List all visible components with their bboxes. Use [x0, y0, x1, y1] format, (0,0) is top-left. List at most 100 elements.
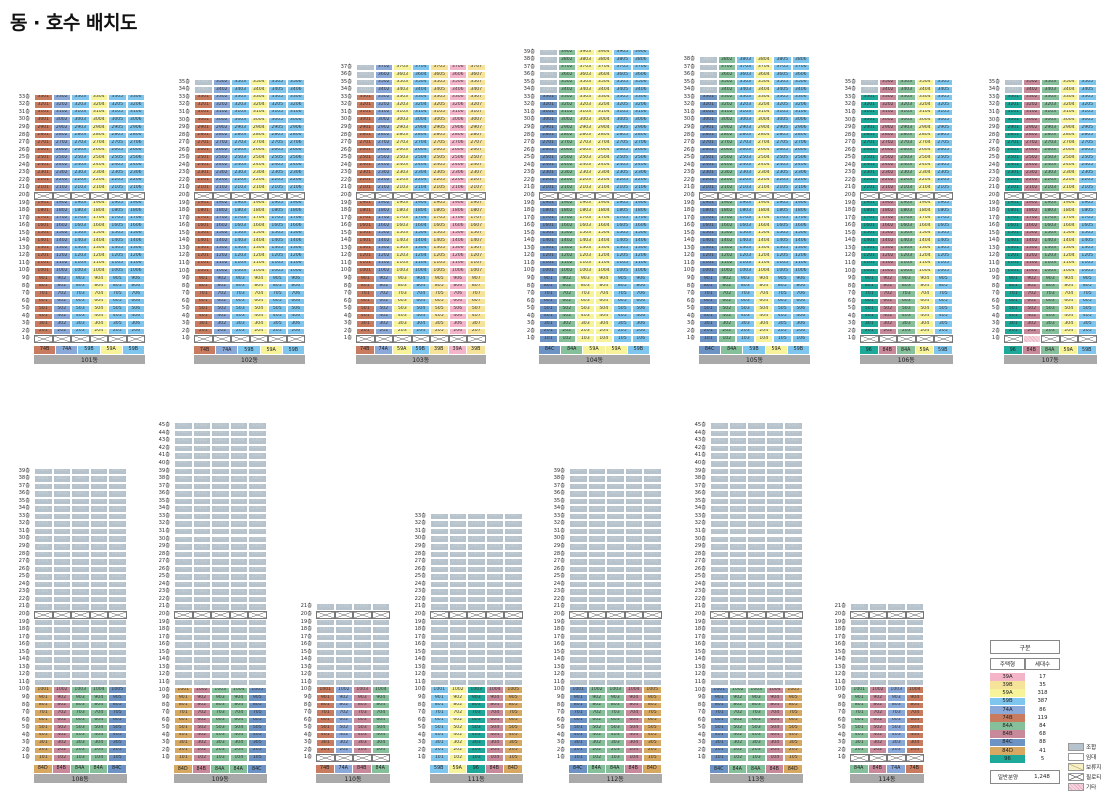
unit-cell[interactable]: 1602: [557, 222, 576, 230]
unit-cell[interactable]: 902: [52, 694, 71, 702]
unit-cell[interactable]: 2104: [229, 603, 248, 611]
unit-cell[interactable]: 3705: [430, 63, 449, 72]
unit-cell[interactable]: 1003: [231, 267, 250, 276]
unit-cell[interactable]: 2203: [231, 176, 250, 185]
unit-cell[interactable]: [878, 192, 897, 200]
unit-cell[interactable]: 506: [631, 305, 650, 313]
unit-cell[interactable]: 1803: [747, 626, 766, 634]
unit-cell[interactable]: 305: [934, 320, 953, 328]
unit-cell[interactable]: 3101: [860, 108, 879, 117]
unit-cell[interactable]: 1004: [594, 267, 613, 276]
unit-cell[interactable]: 3005: [934, 116, 953, 125]
unit-cell[interactable]: 3605: [643, 490, 662, 498]
unit-cell[interactable]: 1303: [71, 244, 90, 253]
unit-cell[interactable]: 1604: [485, 641, 504, 649]
unit-cell[interactable]: [699, 191, 718, 200]
unit-cell[interactable]: 2506: [286, 154, 305, 162]
unit-cell[interactable]: 2505: [1078, 154, 1097, 162]
unit-cell[interactable]: 1802: [728, 626, 747, 634]
unit-cell[interactable]: 803: [1041, 282, 1060, 291]
unit-cell[interactable]: 304: [229, 739, 248, 747]
unit-cell[interactable]: 2804: [89, 131, 108, 140]
unit-cell[interactable]: 103: [736, 335, 755, 343]
unit-cell[interactable]: 403: [71, 731, 90, 740]
unit-cell[interactable]: 2805: [613, 131, 632, 140]
unit-cell[interactable]: 2705: [430, 139, 449, 147]
unit-cell[interactable]: 3201: [569, 520, 588, 528]
unit-cell[interactable]: 806: [126, 282, 145, 291]
unit-cell[interactable]: 3101: [539, 108, 558, 117]
unit-cell[interactable]: 2304: [229, 588, 248, 596]
unit-cell[interactable]: 1302: [374, 244, 393, 253]
unit-cell[interactable]: 1802: [334, 626, 353, 634]
unit-cell[interactable]: 904: [1059, 275, 1078, 283]
unit-cell[interactable]: 2701: [356, 139, 375, 147]
unit-cell[interactable]: 1904: [1059, 199, 1078, 208]
unit-cell[interactable]: 2803: [231, 131, 250, 140]
unit-cell[interactable]: 4304: [765, 437, 784, 445]
unit-cell[interactable]: 302: [728, 739, 747, 747]
unit-cell[interactable]: 3701: [174, 482, 193, 491]
unit-cell[interactable]: 903: [606, 694, 625, 702]
unit-cell[interactable]: [594, 191, 613, 200]
unit-cell[interactable]: 2107: [467, 184, 486, 192]
unit-cell[interactable]: [231, 192, 250, 200]
unit-cell[interactable]: 2603: [71, 565, 90, 574]
unit-cell[interactable]: 2201: [860, 176, 879, 185]
unit-cell[interactable]: 201: [34, 746, 53, 755]
unit-cell[interactable]: [576, 191, 595, 200]
unit-cell[interactable]: [430, 191, 449, 200]
unit-cell[interactable]: 3404: [765, 505, 784, 513]
unit-cell[interactable]: 601: [710, 716, 729, 725]
unit-cell[interactable]: 3304: [765, 512, 784, 521]
unit-cell[interactable]: 205: [504, 746, 523, 755]
unit-cell[interactable]: 701: [539, 290, 558, 298]
unit-cell[interactable]: 202: [868, 746, 887, 755]
unit-cell[interactable]: 2901: [569, 543, 588, 551]
unit-cell[interactable]: 901: [539, 275, 558, 283]
unit-cell[interactable]: 2306: [791, 169, 810, 177]
unit-cell[interactable]: 1101: [430, 678, 449, 687]
unit-cell[interactable]: 4001: [710, 460, 729, 468]
unit-cell[interactable]: 2305: [430, 169, 449, 177]
unit-cell[interactable]: 3701: [539, 63, 558, 72]
unit-cell[interactable]: 1406: [631, 237, 650, 245]
unit-cell[interactable]: 401: [430, 731, 449, 740]
unit-cell[interactable]: 2301: [710, 588, 729, 596]
unit-cell[interactable]: 2102: [868, 603, 887, 611]
unit-cell[interactable]: 801: [699, 282, 718, 291]
unit-cell[interactable]: 1705: [430, 214, 449, 223]
unit-cell[interactable]: 1402: [717, 237, 736, 245]
unit-cell[interactable]: 3604: [765, 490, 784, 498]
unit-cell[interactable]: 1806: [126, 207, 145, 215]
unit-cell[interactable]: 3405: [268, 86, 287, 94]
unit-cell[interactable]: 3303: [747, 512, 766, 521]
unit-cell[interactable]: [353, 610, 372, 619]
unit-cell[interactable]: 1901: [699, 199, 718, 208]
unit-cell[interactable]: 4001: [174, 460, 193, 468]
unit-cell[interactable]: 1501: [860, 229, 879, 238]
unit-cell[interactable]: 1503: [606, 648, 625, 657]
unit-cell[interactable]: 3604: [411, 71, 430, 79]
unit-cell[interactable]: 2204: [485, 595, 504, 604]
unit-cell[interactable]: 2205: [643, 595, 662, 604]
unit-cell[interactable]: 2704: [765, 558, 784, 566]
unit-cell[interactable]: 4104: [765, 452, 784, 460]
unit-cell[interactable]: 2702: [374, 139, 393, 147]
unit-cell[interactable]: 507: [467, 305, 486, 313]
unit-cell[interactable]: 2701: [174, 558, 193, 566]
unit-cell[interactable]: 2103: [887, 603, 906, 611]
unit-cell[interactable]: 2304: [485, 588, 504, 596]
unit-cell[interactable]: 1902: [587, 618, 606, 627]
unit-cell[interactable]: 2601: [860, 146, 879, 155]
unit-cell[interactable]: 2405: [784, 580, 803, 589]
unit-cell[interactable]: 103: [71, 754, 90, 762]
unit-cell[interactable]: 2205: [268, 176, 287, 185]
unit-cell[interactable]: 305: [773, 320, 792, 328]
unit-cell[interactable]: 803: [353, 701, 372, 710]
unit-cell[interactable]: 505: [1078, 305, 1097, 313]
unit-cell[interactable]: 805: [934, 282, 953, 291]
unit-cell[interactable]: 1401: [850, 656, 869, 664]
unit-cell[interactable]: 3805: [773, 56, 792, 64]
unit-cell[interactable]: 1603: [747, 641, 766, 649]
